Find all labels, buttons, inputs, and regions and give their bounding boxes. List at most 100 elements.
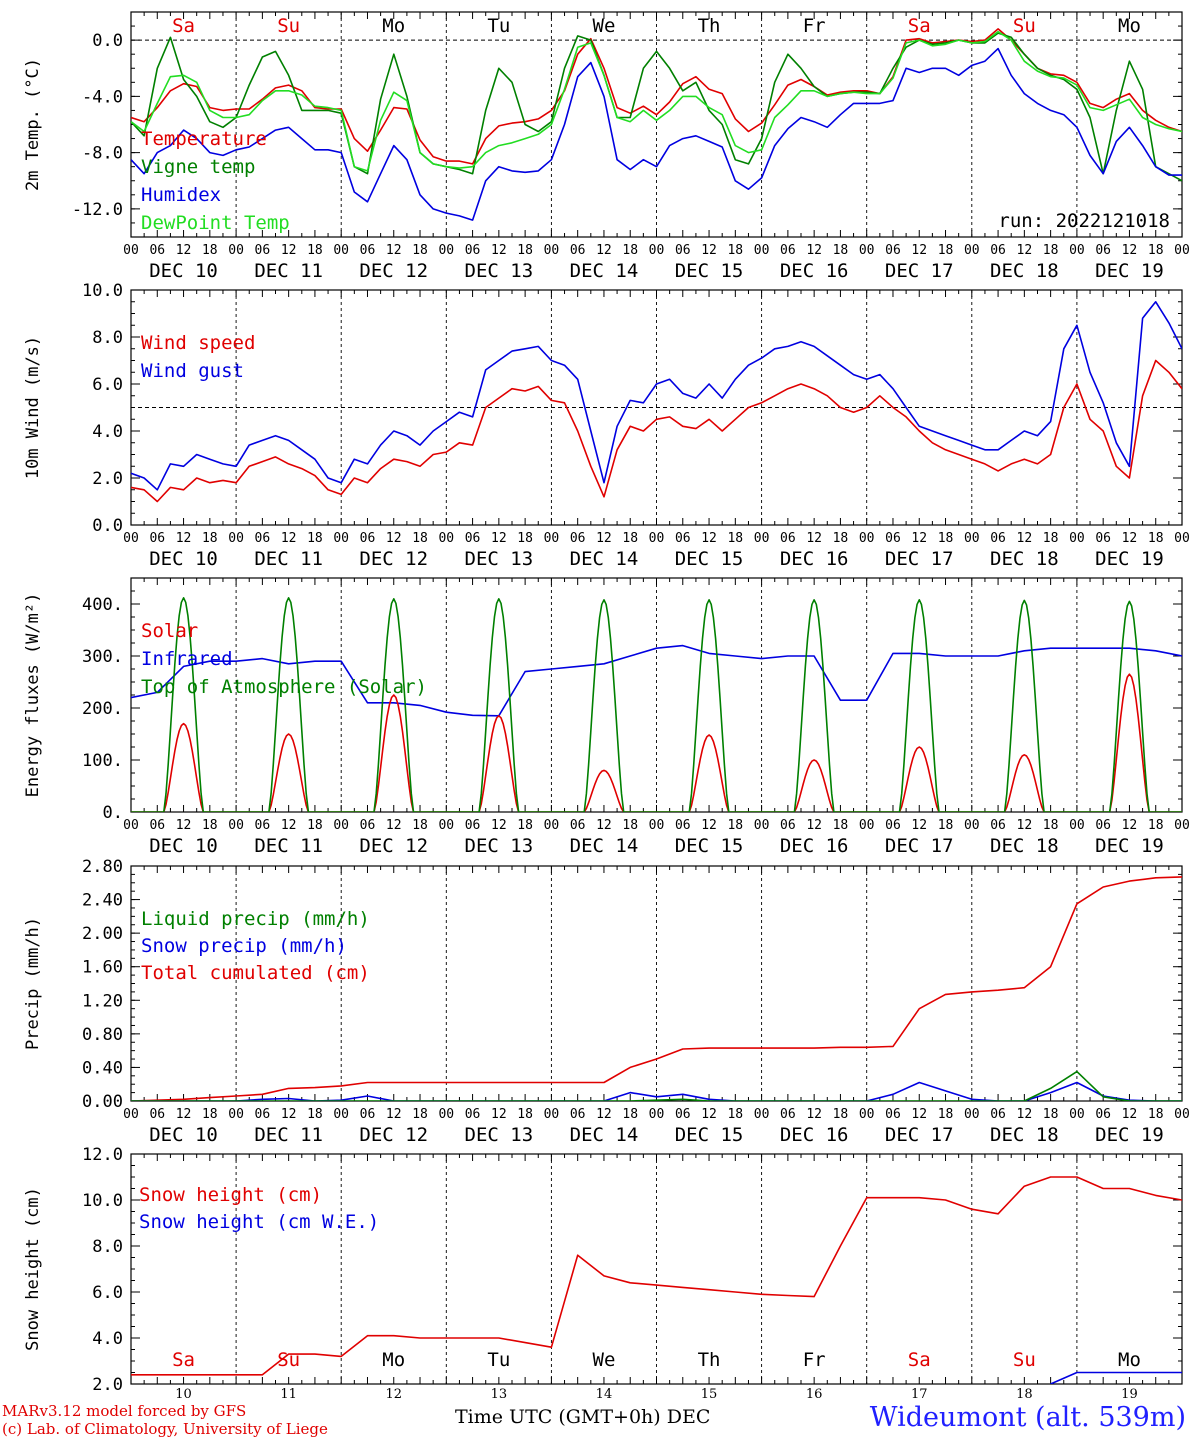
hour-tick-label: 18 [307, 243, 323, 258]
date-label: DEC 14 [570, 548, 639, 570]
date-label: DEC 10 [149, 548, 218, 570]
y-tick-label: 10.0 [82, 281, 123, 301]
hour-tick-label: 12 [1017, 531, 1033, 546]
hour-tick-label: 00 [754, 818, 770, 833]
hour-tick-label: 06 [149, 243, 165, 258]
day-label: Sa [908, 15, 931, 37]
hour-tick-label: 00 [754, 243, 770, 258]
hour-tick-label: 06 [990, 243, 1006, 258]
series-group [131, 1176, 1182, 1384]
hour-tick-label: 00 [123, 1107, 139, 1122]
hour-tick-label: 06 [990, 818, 1006, 833]
series-line-liquid-precip-mm-h- [131, 1070, 1182, 1101]
hour-tick-label: 00 [1069, 1107, 1085, 1122]
panel-frame [130, 11, 1183, 238]
hour-tick-label: 18 [833, 243, 849, 258]
hour-tick-label: 06 [885, 243, 901, 258]
hour-tick-label: 06 [780, 818, 796, 833]
hour-tick-label: 12 [1122, 818, 1138, 833]
legend-entry: Snow height (cm) [139, 1184, 322, 1206]
hour-tick-label: 06 [465, 818, 481, 833]
hour-tick-label: 00 [1174, 1107, 1190, 1122]
legend-entry: Liquid precip (mm/h) [141, 908, 370, 930]
hour-tick-label: 12 [596, 1107, 612, 1122]
hour-tick-label: 12 [911, 818, 927, 833]
hour-tick-label: 18 [412, 818, 428, 833]
series-line-wind-speed [131, 359, 1182, 503]
hour-tick-label: 06 [255, 818, 271, 833]
y-axis-label: Precip (mm/h) [23, 917, 43, 1050]
bottom-x-axis-label: Time UTC (GMT+0h) DEC [455, 1406, 711, 1428]
date-number-label: 13 [491, 1387, 508, 1400]
run-label: run: 2022121018 [998, 210, 1170, 232]
hour-tick-label: 00 [649, 818, 665, 833]
hour-tick-label: 12 [176, 1107, 192, 1122]
hour-tick-label: 06 [675, 1107, 691, 1122]
date-label: DEC 13 [465, 548, 534, 570]
hour-tick-label: 06 [255, 1107, 271, 1122]
legend-entry: Top of Atmosphere (Solar) [141, 676, 427, 698]
hour-tick-label: 00 [123, 818, 139, 833]
legend-entry: Wind gust [141, 360, 244, 382]
date-label: DEC 18 [990, 548, 1059, 570]
y-tick-label: 4.0 [92, 422, 123, 442]
hour-tick-label: 00 [964, 531, 980, 546]
date-number-label: 11 [280, 1387, 297, 1400]
series-line-snow-height-cm- [131, 1176, 1182, 1376]
hour-tick-label: 12 [911, 531, 927, 546]
date-label: DEC 19 [1095, 548, 1164, 570]
legend-entry: Wind speed [141, 332, 255, 354]
hour-tick-label: 18 [412, 531, 428, 546]
hour-tick-label: 18 [412, 243, 428, 258]
day-label: Sa [172, 15, 195, 37]
hour-tick-label: 06 [255, 531, 271, 546]
series-line-solar [131, 673, 1182, 812]
legend-entry: Vigne temp [141, 156, 255, 178]
date-label: DEC 12 [359, 548, 428, 570]
hour-tick-label: 00 [754, 531, 770, 546]
date-label: DEC 13 [465, 260, 534, 282]
y-tick-label: 300. [82, 647, 123, 667]
hour-tick-label: 06 [885, 818, 901, 833]
hour-tick-label: 00 [964, 243, 980, 258]
hour-tick-label: 12 [281, 1107, 297, 1122]
date-label: DEC 15 [675, 1124, 744, 1146]
series-line-wind-gust [131, 301, 1182, 491]
day-label: We [593, 15, 616, 37]
hour-tick-label: 18 [1148, 243, 1164, 258]
date-label: DEC 11 [254, 1124, 323, 1146]
hour-tick-label: 12 [176, 243, 192, 258]
hour-tick-label: 06 [1095, 531, 1111, 546]
hour-tick-label: 18 [1043, 1107, 1059, 1122]
date-label: DEC 18 [990, 835, 1059, 857]
hour-tick-label: 18 [1043, 531, 1059, 546]
hour-tick-label: 00 [228, 1107, 244, 1122]
hour-tick-label: 12 [1017, 243, 1033, 258]
hour-tick-label: 18 [833, 531, 849, 546]
y-tick-label: 2.40 [82, 891, 123, 911]
hour-tick-label: 12 [491, 531, 507, 546]
date-number-label: 16 [806, 1387, 823, 1400]
y-tick-label: 400. [82, 595, 123, 615]
hour-tick-label: 12 [701, 818, 717, 833]
date-label: DEC 17 [885, 548, 954, 570]
hour-tick-label: 18 [833, 1107, 849, 1122]
hour-tick-label: 18 [622, 531, 638, 546]
date-label: DEC 14 [570, 1124, 639, 1146]
hour-tick-label: 06 [360, 531, 376, 546]
hour-tick-label: 00 [228, 818, 244, 833]
hour-tick-label: 18 [938, 1107, 954, 1122]
series-line-top-of-atmosphere-solar- [131, 597, 1182, 812]
date-label: DEC 10 [149, 835, 218, 857]
hour-tick-label: 06 [360, 243, 376, 258]
hour-tick-label: 00 [859, 531, 875, 546]
hour-tick-label: 12 [701, 243, 717, 258]
series-line-infrared [131, 644, 1182, 717]
hour-tick-label: 06 [149, 531, 165, 546]
hour-tick-label: 06 [990, 531, 1006, 546]
date-label: DEC 14 [570, 835, 639, 857]
legend-entry: Humidex [141, 184, 221, 206]
hour-tick-label: 12 [386, 243, 402, 258]
hour-tick-label: 18 [622, 1107, 638, 1122]
hour-tick-label: 00 [859, 818, 875, 833]
